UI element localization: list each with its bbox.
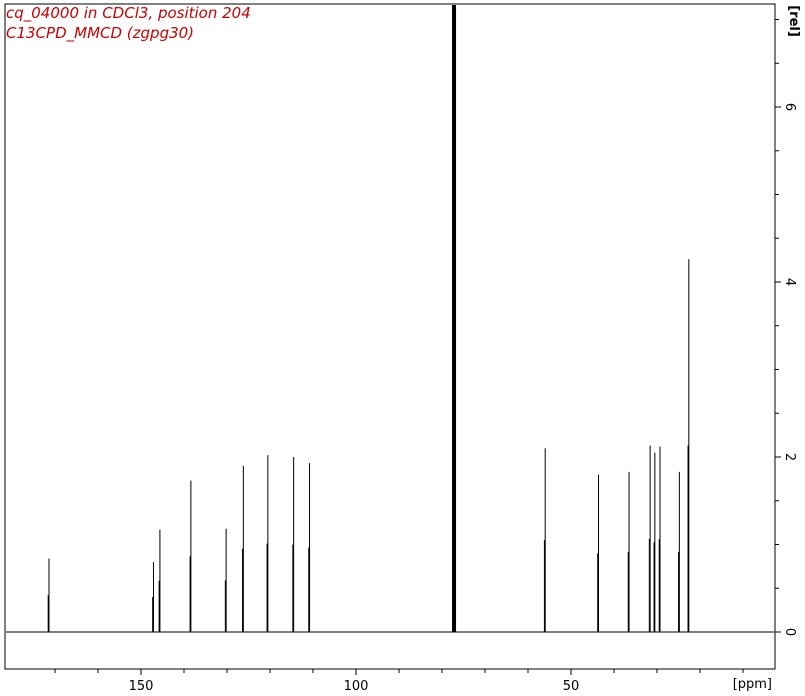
x-axis: 150 100 50: [54, 669, 744, 694]
spectrum-trace: [6, 5, 774, 633]
y-axis: 0 2 4 6: [775, 19, 797, 636]
y-tick-label: 0: [782, 628, 797, 636]
spectrum-title: cq_04000 in CDCl3, position 204: [6, 4, 251, 22]
y-tick-label: 2: [782, 453, 797, 461]
spectrum-subtitle: C13CPD_MMCD (zgpg30): [6, 24, 195, 42]
y-tick-label: 6: [782, 103, 797, 111]
x-tick-label: 50: [563, 679, 580, 694]
plot-frame: [4, 3, 776, 670]
x-tick-label: 100: [344, 679, 369, 694]
y-tick-label: 4: [782, 278, 797, 286]
y-axis-label: [rel]: [786, 5, 801, 37]
x-tick-label: 150: [129, 679, 154, 694]
x-axis-label: [ppm]: [733, 677, 772, 692]
